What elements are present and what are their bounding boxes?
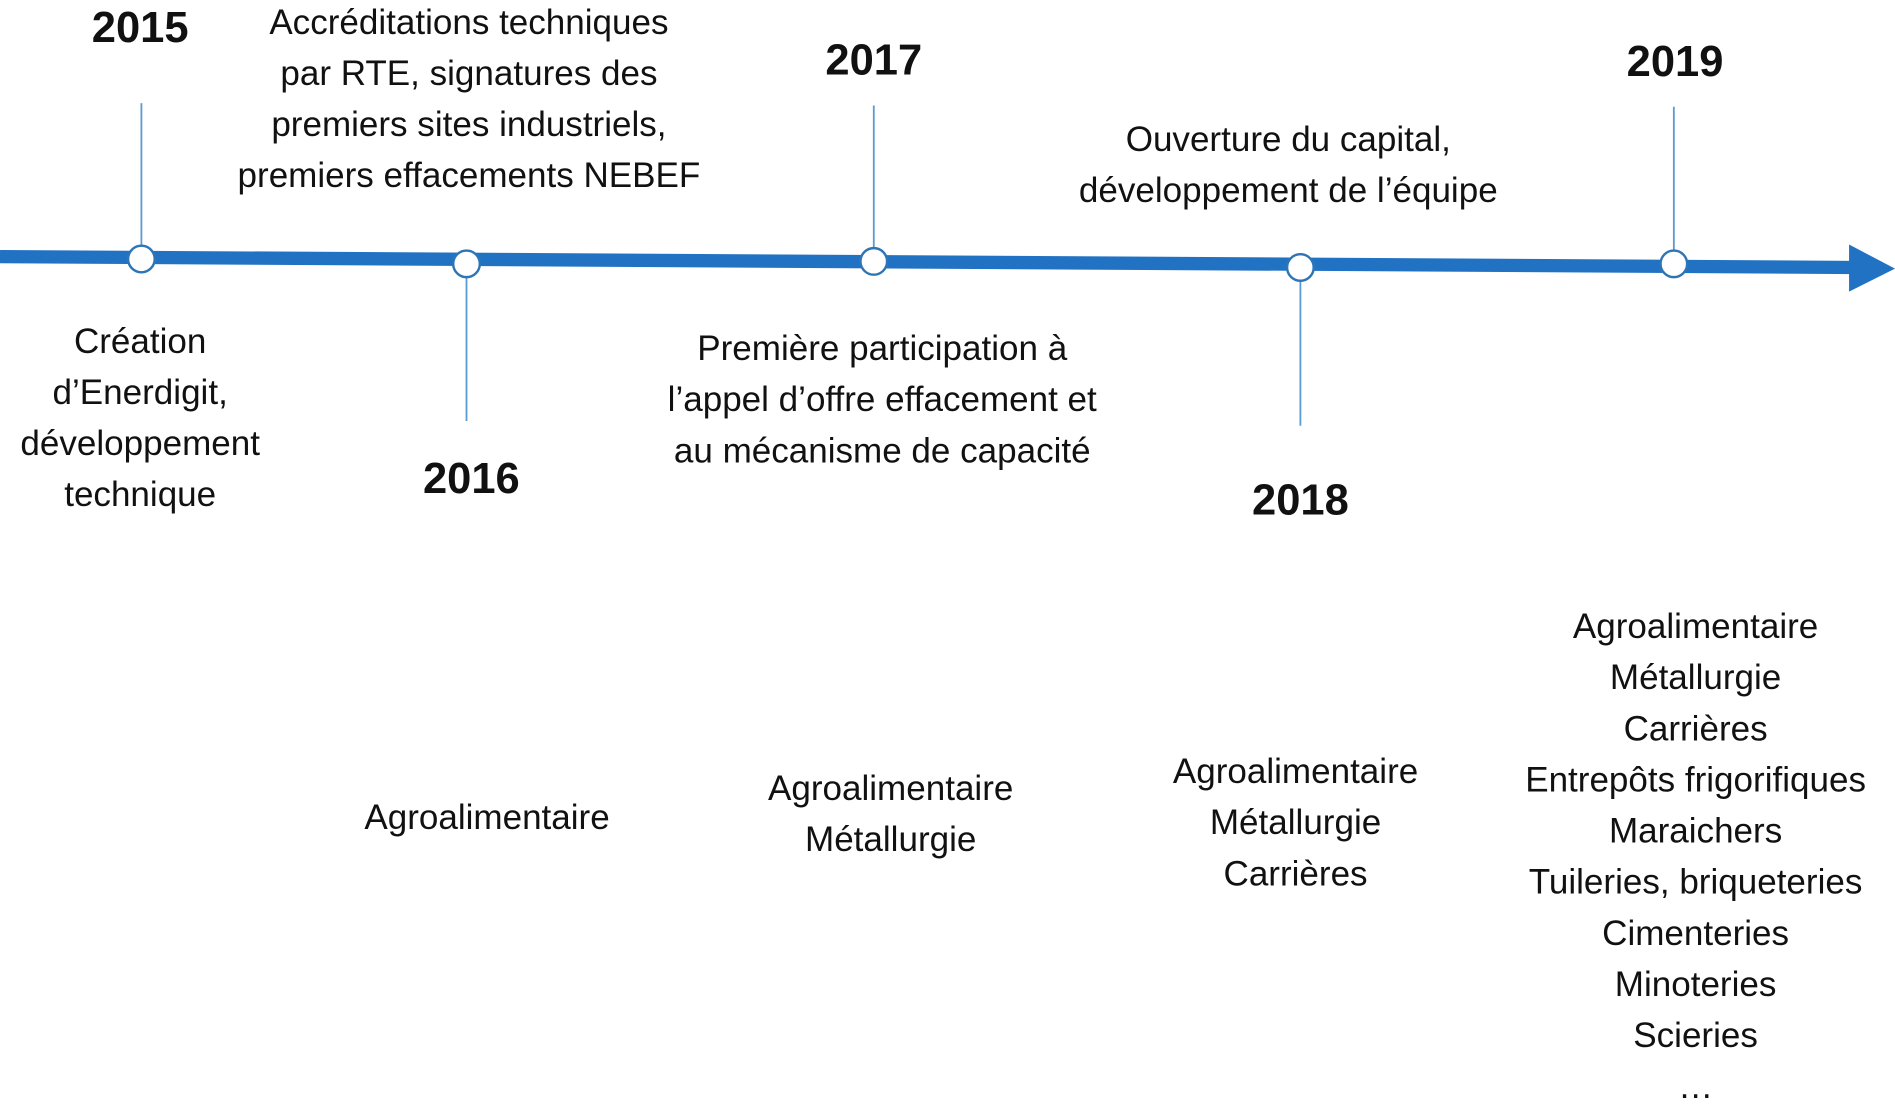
milestone-dot [1659, 249, 1689, 279]
sector-label: Métallurgie [1210, 803, 1381, 842]
milestone-description: technique [64, 475, 216, 514]
sector-label: Agroalimentaire [1173, 752, 1418, 791]
sector-label: … [1678, 1067, 1713, 1106]
timeline-arrowhead [1849, 244, 1895, 292]
sector-label: Minoteries [1615, 965, 1777, 1004]
milestone-description: premiers effacements NEBEF [238, 156, 701, 195]
milestone-year: 2015 [92, 4, 189, 52]
sector-label: Carrières [1624, 709, 1768, 748]
milestone-dot [451, 249, 482, 279]
sector-label: Cimenteries [1602, 914, 1789, 953]
milestone-description: Création [74, 322, 206, 361]
milestone-year: 2017 [825, 37, 922, 85]
milestone-year: 2019 [1627, 38, 1724, 86]
milestone-description: Accréditations techniques [269, 3, 668, 42]
timeline-axis [0, 249, 1856, 275]
sector-label: Agroalimentaire [768, 769, 1013, 808]
milestone-description: développement de l’équipe [1079, 171, 1498, 210]
milestone-description: premiers sites industriels, [271, 105, 666, 144]
milestone-description: Première participation à [697, 329, 1067, 368]
milestone-year: 2016 [423, 455, 520, 503]
milestone-year: 2018 [1252, 477, 1349, 525]
sector-label: Métallurgie [805, 820, 976, 859]
sector-label: Métallurgie [1610, 658, 1781, 697]
milestone-description: développement [20, 424, 260, 463]
milestone-description: l’appel d’offre effacement et [668, 380, 1097, 419]
milestone-dot [1285, 252, 1315, 282]
sector-label: Tuileries, briqueteries [1529, 863, 1863, 902]
sector-label: Agroalimentaire [1573, 607, 1818, 646]
sector-label: Scieries [1633, 1016, 1758, 1055]
milestone-dot [859, 246, 889, 276]
milestone-description: au mécanisme de capacité [674, 431, 1091, 470]
milestone-description: Ouverture du capital, [1126, 120, 1451, 159]
milestone-description: d’Enerdigit, [53, 373, 228, 412]
sector-label: Entrepôts frigorifiques [1525, 760, 1866, 799]
milestone-dot [126, 244, 156, 274]
sector-label: Carrières [1224, 854, 1368, 893]
sector-label: Maraichers [1609, 812, 1782, 851]
milestone-description: par RTE, signatures des [280, 54, 657, 93]
sector-label: Agroalimentaire [364, 798, 609, 837]
